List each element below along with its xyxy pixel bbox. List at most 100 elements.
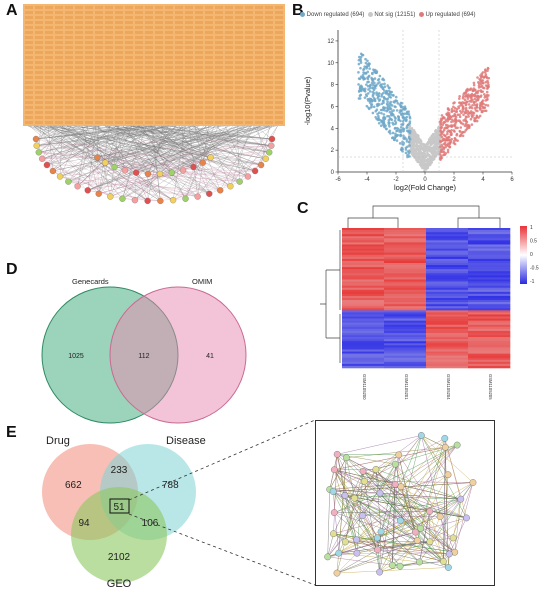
volcano-point-up (462, 113, 465, 117)
heatmap-cell (342, 310, 385, 313)
panel-letter-e: E (6, 424, 17, 441)
heatmap-cell (468, 271, 511, 274)
heatmap-cell (342, 363, 385, 367)
target-node (75, 101, 83, 104)
heatmap-cell (468, 254, 511, 258)
volcano-point-notsig (425, 168, 428, 171)
volcano-point-up (450, 132, 453, 135)
network-edge (150, 125, 203, 163)
legend-label-notsig: Not sig (12151) (374, 12, 416, 19)
target-node (205, 106, 213, 109)
volcano-point-down (407, 140, 411, 144)
volcano-point-down (388, 107, 391, 111)
network-edge (105, 125, 187, 163)
volcano-point-up (474, 109, 478, 112)
ppi-edge (380, 520, 401, 532)
ppi-node (391, 480, 399, 488)
target-node (135, 71, 143, 74)
heatmap-sample-label: GSM1105200 (362, 374, 367, 400)
volcano-xtick-label: 6 (510, 177, 514, 183)
hub-node (182, 195, 189, 202)
target-node (215, 106, 223, 109)
target-node (225, 46, 233, 49)
hub-node (206, 190, 213, 197)
heatmap-cell (342, 343, 385, 346)
volcano-point-down (376, 112, 379, 116)
heatmap-cell (342, 306, 385, 309)
heatmap-cell (426, 326, 469, 330)
volcano-point-notsig (433, 134, 437, 138)
volcano-point-down (402, 118, 406, 121)
volcano-point-notsig (418, 151, 421, 154)
target-node (265, 31, 273, 34)
heatmap-cell (426, 256, 469, 260)
volcano-point-notsig (412, 143, 415, 146)
target-node (135, 116, 143, 119)
heatmap-cell (468, 316, 511, 319)
target-node (145, 66, 153, 69)
target-node (265, 91, 273, 94)
network-edge (41, 125, 161, 202)
volcano-point-down (380, 93, 384, 96)
volcano-point-down (383, 125, 386, 129)
heatmap-cell (468, 328, 511, 332)
volcano-point-notsig (411, 133, 415, 136)
target-node (225, 56, 233, 59)
legend-label-down: Down regulated (694) (306, 12, 365, 19)
network-edge (38, 152, 198, 197)
heatmap-cell (426, 234, 469, 237)
heatmap-cell (426, 349, 469, 352)
volcano-point-down (401, 150, 404, 153)
target-node (105, 106, 113, 109)
heatmap-cell (468, 269, 511, 272)
target-node (125, 71, 133, 74)
heatmap-cell (342, 234, 385, 237)
target-node (165, 56, 173, 59)
volcano-point-down (372, 105, 376, 109)
target-node (65, 16, 73, 19)
heatmap-cell (468, 258, 511, 262)
heatmap-cell (468, 277, 511, 280)
target-node (45, 76, 53, 79)
volcano-point-down (391, 136, 395, 140)
heatmap-cell (342, 359, 385, 363)
heatmap-cell (384, 314, 427, 317)
ppi-node (329, 488, 337, 495)
target-node (45, 86, 53, 89)
target-node (115, 96, 123, 99)
target-node (275, 16, 283, 19)
target-node (115, 21, 123, 24)
heatmap-cell (342, 283, 385, 286)
heatmap-cell (384, 322, 427, 326)
target-node (145, 116, 153, 119)
target-node (185, 26, 193, 29)
volcano-point-notsig (425, 158, 429, 162)
volcano-point-up (453, 122, 457, 126)
heatmap-cell (384, 238, 427, 241)
target-node (185, 96, 193, 99)
target-node (255, 116, 263, 119)
heatmap-cell (426, 279, 469, 282)
target-node (105, 81, 113, 84)
volcano-point-down (385, 90, 388, 93)
volcano-point-up (465, 127, 469, 131)
network-edge (154, 125, 249, 177)
volcano-point-down (397, 117, 401, 121)
volcano-point-down (376, 82, 380, 85)
target-node (275, 56, 283, 59)
network-edge (193, 125, 256, 172)
target-node (95, 116, 103, 119)
hub-node (207, 154, 214, 161)
target-node (115, 116, 123, 119)
volcano-point-notsig (410, 148, 414, 151)
volcano-point-down (386, 97, 390, 101)
target-node (135, 31, 143, 34)
target-node (145, 96, 153, 99)
heatmap-cell (468, 230, 511, 233)
ppi-node (417, 524, 424, 532)
ppi-edge (356, 539, 378, 551)
target-node (235, 101, 243, 104)
target-node (45, 116, 53, 119)
ppi-node (353, 549, 361, 557)
